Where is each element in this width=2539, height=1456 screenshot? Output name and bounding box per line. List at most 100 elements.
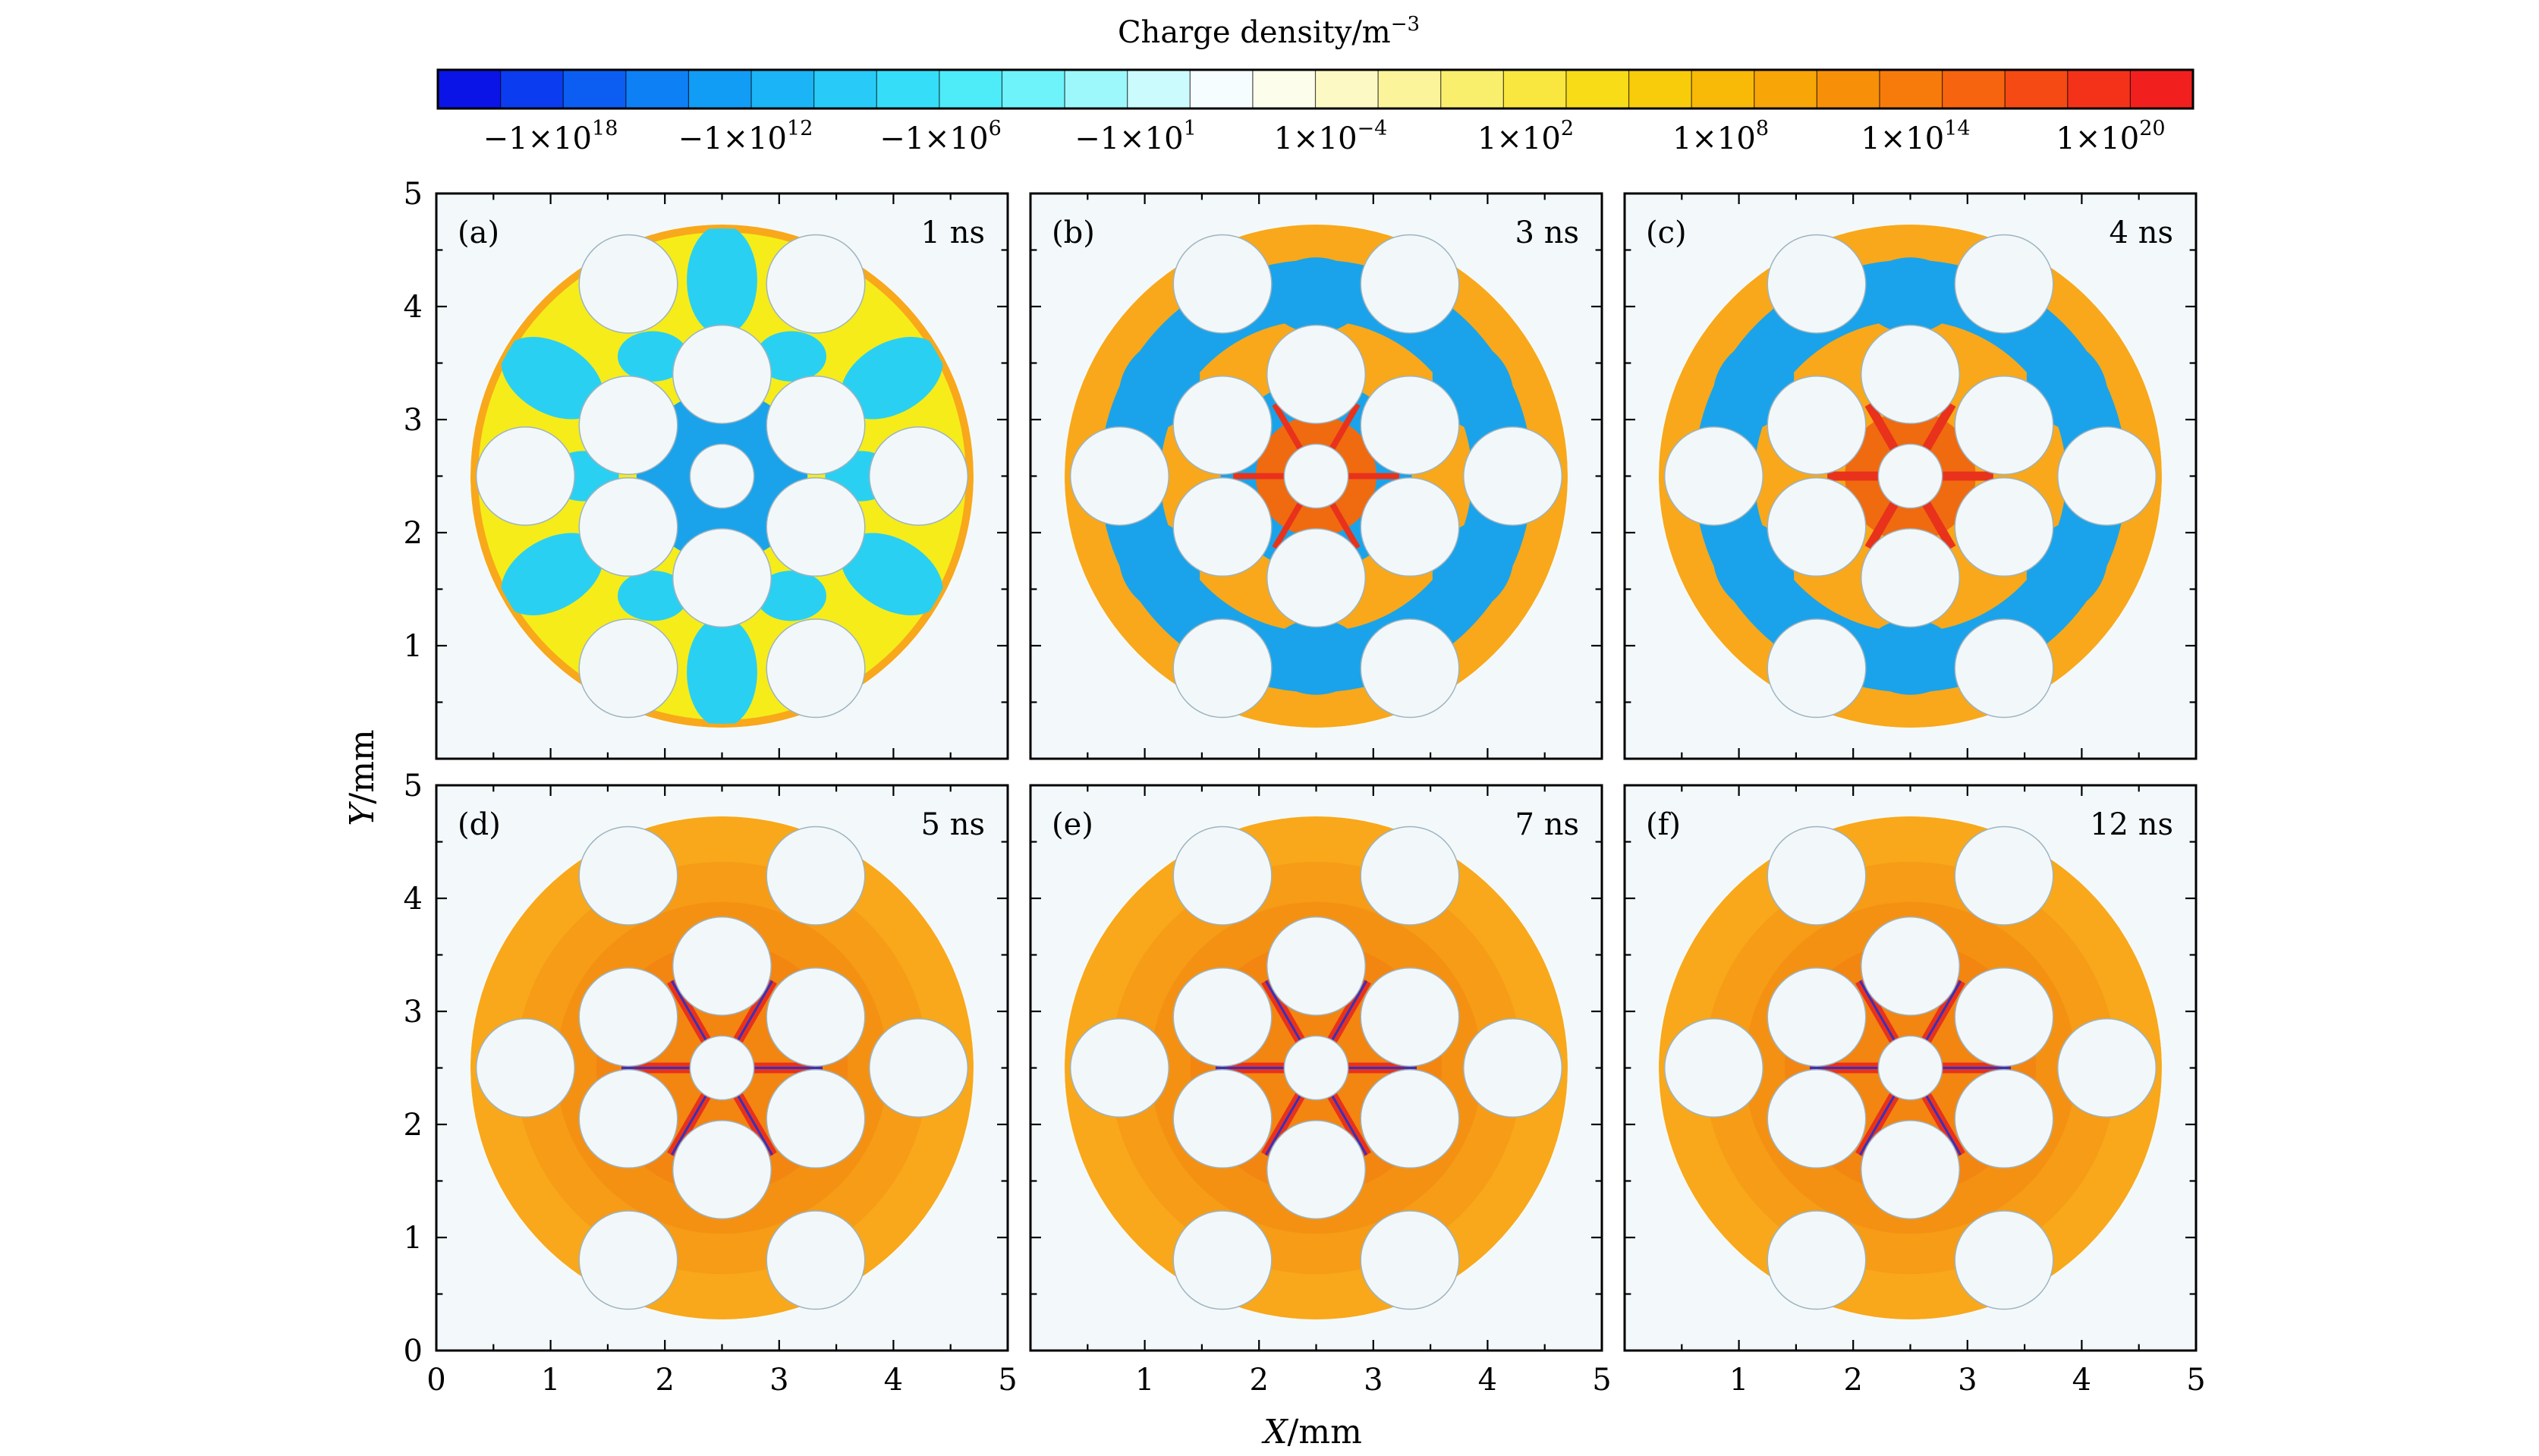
rod	[1860, 324, 1961, 424]
rod	[1954, 825, 2054, 926]
rod	[1954, 234, 2054, 334]
rod	[1172, 967, 1273, 1067]
rod	[1172, 375, 1273, 475]
colorbar-swatch	[2067, 70, 2131, 108]
field-negative-lobe	[1862, 619, 1959, 695]
panel-frame	[1029, 192, 1603, 760]
colorbar-tick-label: −1×1012	[678, 117, 813, 156]
rod	[672, 916, 772, 1016]
colorbar-swatch	[500, 70, 564, 108]
rod	[578, 1069, 678, 1169]
x-tick-label: 2	[655, 1363, 674, 1398]
rod	[1954, 375, 2054, 475]
colorbar-labels: −1×1018 −1×1012 −1×106 −1×101 1×10−4 1×102 1×1…	[483, 117, 2166, 156]
panel-label: (e)	[1052, 807, 1093, 842]
panel-a: (a) 1 ns 1 2 3 4 5	[404, 177, 1009, 760]
colorbar-swatch	[1190, 70, 1254, 108]
colorbar-swatch	[563, 70, 627, 108]
colorbar-title: Charge density/m−3	[1118, 13, 1420, 50]
colorbar-swatch	[1754, 70, 1817, 108]
panel-label: (a)	[458, 215, 499, 250]
rod	[1463, 1017, 1563, 1118]
colorbar-frame	[436, 68, 2194, 110]
y-tick-label: 2	[404, 1108, 423, 1143]
rod	[1172, 825, 1273, 926]
colorbar-tick-label: −1×106	[879, 117, 1002, 156]
colorbar-tick-label: −1×101	[1074, 117, 1197, 156]
panel-time: 4 ns	[2110, 215, 2173, 250]
rod	[1172, 477, 1273, 577]
x-axis-title: X/mm	[1261, 1413, 1362, 1451]
rod	[1360, 1069, 1460, 1169]
colorbar-swatch	[1628, 70, 1692, 108]
rod	[1360, 477, 1460, 577]
rod	[869, 426, 969, 527]
panel-label: (d)	[458, 807, 501, 842]
rod	[1954, 618, 2054, 719]
x-tick-label: 3	[769, 1363, 788, 1398]
colorbar-tick-label: 1×108	[1672, 117, 1769, 156]
field-negative-lobe	[841, 337, 943, 420]
rod	[1360, 618, 1460, 719]
rod	[766, 967, 866, 1067]
colorbar-swatch	[688, 70, 752, 108]
x-tick-label: 1	[1135, 1363, 1154, 1398]
field-negative-lobe	[1268, 257, 1364, 333]
y-tick-label: 1	[404, 1221, 423, 1256]
panel-time: 3 ns	[1515, 215, 1579, 250]
rod	[1860, 1120, 1961, 1220]
x-tick-label: 5	[998, 1363, 1017, 1398]
rod	[1767, 967, 1867, 1067]
y-tick-label: 1	[404, 629, 423, 664]
field-negative-lobe	[756, 331, 826, 382]
panel-b: (b) 3 ns	[1029, 192, 1603, 760]
rod	[766, 1069, 866, 1169]
rod	[766, 618, 866, 719]
rod	[1954, 477, 2054, 577]
rod	[578, 234, 678, 334]
panel-label: (f)	[1646, 807, 1681, 842]
rod	[1954, 1210, 2054, 1310]
panel-time: 5 ns	[921, 807, 985, 842]
x-tick-label: 2	[1843, 1363, 1862, 1398]
y-axis-title: Y/mm	[343, 729, 382, 825]
rod	[1360, 234, 1460, 334]
colorbar-swatch	[1315, 70, 1379, 108]
y-tick-label: 4	[404, 882, 423, 917]
rod	[1767, 234, 1867, 334]
rod	[1172, 618, 1273, 719]
colorbar-swatch	[751, 70, 815, 108]
colorbar-swatch	[438, 70, 502, 108]
rod	[1954, 1069, 2054, 1169]
rod	[475, 1017, 575, 1118]
panel-f: (f) 12 ns 1 2 3 4 5	[1623, 784, 2206, 1398]
colorbar-tick-label: 1×102	[1477, 117, 1574, 156]
field-negative-lobe	[687, 225, 757, 335]
field-negative-lobe	[1268, 619, 1364, 695]
colorbar-tick-label: −1×1018	[483, 117, 618, 156]
panel-e: (e) 7 ns 1 2 3 4 5	[1029, 784, 1612, 1398]
colorbar-tick-label: 1×1020	[2056, 117, 2165, 156]
colorbar-tick-label: 1×10−4	[1274, 117, 1388, 156]
rod	[1663, 1017, 1763, 1118]
rod	[1767, 375, 1867, 475]
colorbar-swatch	[1942, 70, 2006, 108]
x-tick-label: 1	[1729, 1363, 1748, 1398]
rod	[1172, 1210, 1273, 1310]
rod	[1360, 375, 1460, 475]
central-rod	[1877, 1035, 1943, 1101]
panel-frame	[1623, 784, 2198, 1352]
rod	[578, 477, 678, 577]
colorbar-swatch	[1691, 70, 1755, 108]
rod	[578, 618, 678, 719]
rod	[1266, 324, 1367, 424]
colorbar-swatch	[1127, 70, 1191, 108]
panel-label: (b)	[1052, 215, 1095, 250]
y-tick-label: 3	[404, 403, 423, 438]
rod	[1360, 1210, 1460, 1310]
x-tick-label: 3	[1364, 1363, 1383, 1398]
colorbar-swatch	[1503, 70, 1567, 108]
rod	[1266, 916, 1367, 1016]
rod	[766, 825, 866, 926]
